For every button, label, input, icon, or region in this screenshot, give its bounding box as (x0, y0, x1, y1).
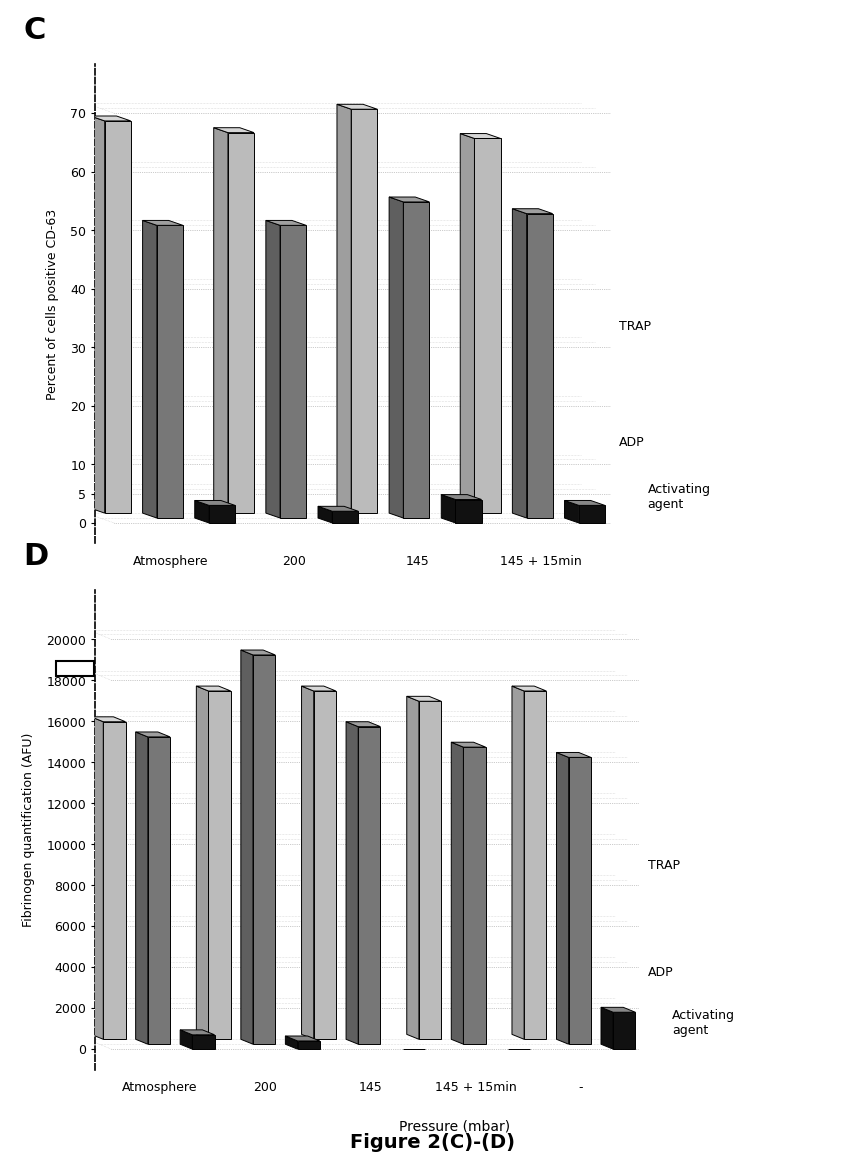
Polygon shape (346, 721, 381, 727)
Text: D: D (23, 542, 48, 572)
Polygon shape (407, 697, 441, 701)
Polygon shape (512, 209, 553, 214)
Polygon shape (403, 202, 429, 518)
Polygon shape (419, 701, 441, 1039)
Polygon shape (240, 650, 275, 655)
Polygon shape (103, 721, 125, 1039)
Polygon shape (301, 686, 314, 1039)
Polygon shape (208, 691, 231, 1039)
Polygon shape (564, 500, 605, 505)
Polygon shape (240, 650, 253, 1044)
Polygon shape (556, 753, 568, 1044)
Polygon shape (196, 686, 231, 691)
Polygon shape (455, 499, 482, 523)
Polygon shape (346, 721, 358, 1044)
Polygon shape (460, 133, 500, 139)
Polygon shape (601, 1008, 613, 1049)
Y-axis label: Fibrinogen quantification (AFU): Fibrinogen quantification (AFU) (22, 733, 35, 927)
Polygon shape (91, 116, 105, 513)
Text: TRAP: TRAP (618, 319, 650, 332)
Polygon shape (196, 686, 208, 1039)
Polygon shape (136, 732, 170, 736)
Polygon shape (301, 686, 336, 691)
Polygon shape (358, 727, 381, 1044)
Polygon shape (441, 494, 482, 499)
Text: Activating
agent: Activating agent (671, 1009, 734, 1037)
Polygon shape (285, 1036, 320, 1040)
Polygon shape (512, 686, 546, 691)
Y-axis label: Percent of cells positive CD-63: Percent of cells positive CD-63 (46, 208, 59, 400)
Polygon shape (143, 221, 157, 518)
Polygon shape (613, 1012, 635, 1049)
Polygon shape (512, 686, 524, 1039)
Polygon shape (579, 505, 605, 523)
Text: C: C (23, 16, 46, 46)
Polygon shape (464, 747, 485, 1044)
Polygon shape (317, 506, 332, 523)
Polygon shape (336, 104, 351, 513)
Polygon shape (314, 691, 336, 1039)
Polygon shape (460, 133, 474, 513)
Text: ADP: ADP (618, 436, 644, 449)
Polygon shape (389, 198, 429, 202)
Polygon shape (214, 127, 254, 133)
Polygon shape (227, 133, 254, 513)
Text: Figure 2(C)-(D): Figure 2(C)-(D) (350, 1133, 515, 1151)
Polygon shape (192, 1035, 215, 1049)
X-axis label: Pressure (mbar): Pressure (mbar) (399, 1119, 509, 1133)
Polygon shape (524, 691, 546, 1039)
Polygon shape (407, 697, 419, 1039)
Polygon shape (105, 122, 131, 513)
Polygon shape (91, 116, 131, 122)
Polygon shape (143, 221, 183, 226)
Text: Activating
agent: Activating agent (647, 483, 710, 511)
Polygon shape (601, 1008, 635, 1012)
Polygon shape (195, 500, 235, 505)
Polygon shape (266, 221, 280, 518)
Polygon shape (195, 500, 208, 523)
Polygon shape (568, 758, 591, 1044)
Text: ADP: ADP (647, 966, 673, 980)
Polygon shape (332, 511, 358, 523)
Polygon shape (351, 110, 377, 513)
Polygon shape (91, 717, 103, 1039)
Legend: 5% : basal activation accepted: 5% : basal activation accepted (51, 656, 302, 682)
Polygon shape (136, 732, 148, 1044)
Polygon shape (474, 139, 500, 513)
Polygon shape (285, 1036, 298, 1049)
Text: TRAP: TRAP (647, 859, 679, 872)
Polygon shape (148, 736, 170, 1044)
Polygon shape (451, 742, 485, 747)
Polygon shape (157, 226, 183, 518)
X-axis label: Pressure (mbar): Pressure (mbar) (399, 593, 509, 607)
Polygon shape (556, 753, 591, 758)
Polygon shape (527, 214, 553, 518)
Polygon shape (451, 742, 464, 1044)
Polygon shape (266, 221, 306, 226)
Polygon shape (564, 500, 579, 523)
Polygon shape (253, 655, 275, 1044)
Polygon shape (389, 198, 403, 518)
Polygon shape (512, 209, 527, 518)
Polygon shape (280, 226, 306, 518)
Polygon shape (91, 717, 125, 721)
Polygon shape (180, 1030, 192, 1049)
Polygon shape (208, 505, 235, 523)
Polygon shape (317, 506, 358, 511)
Polygon shape (336, 104, 377, 110)
Polygon shape (441, 494, 455, 523)
Polygon shape (214, 127, 227, 513)
Polygon shape (180, 1030, 215, 1035)
Polygon shape (298, 1040, 320, 1049)
